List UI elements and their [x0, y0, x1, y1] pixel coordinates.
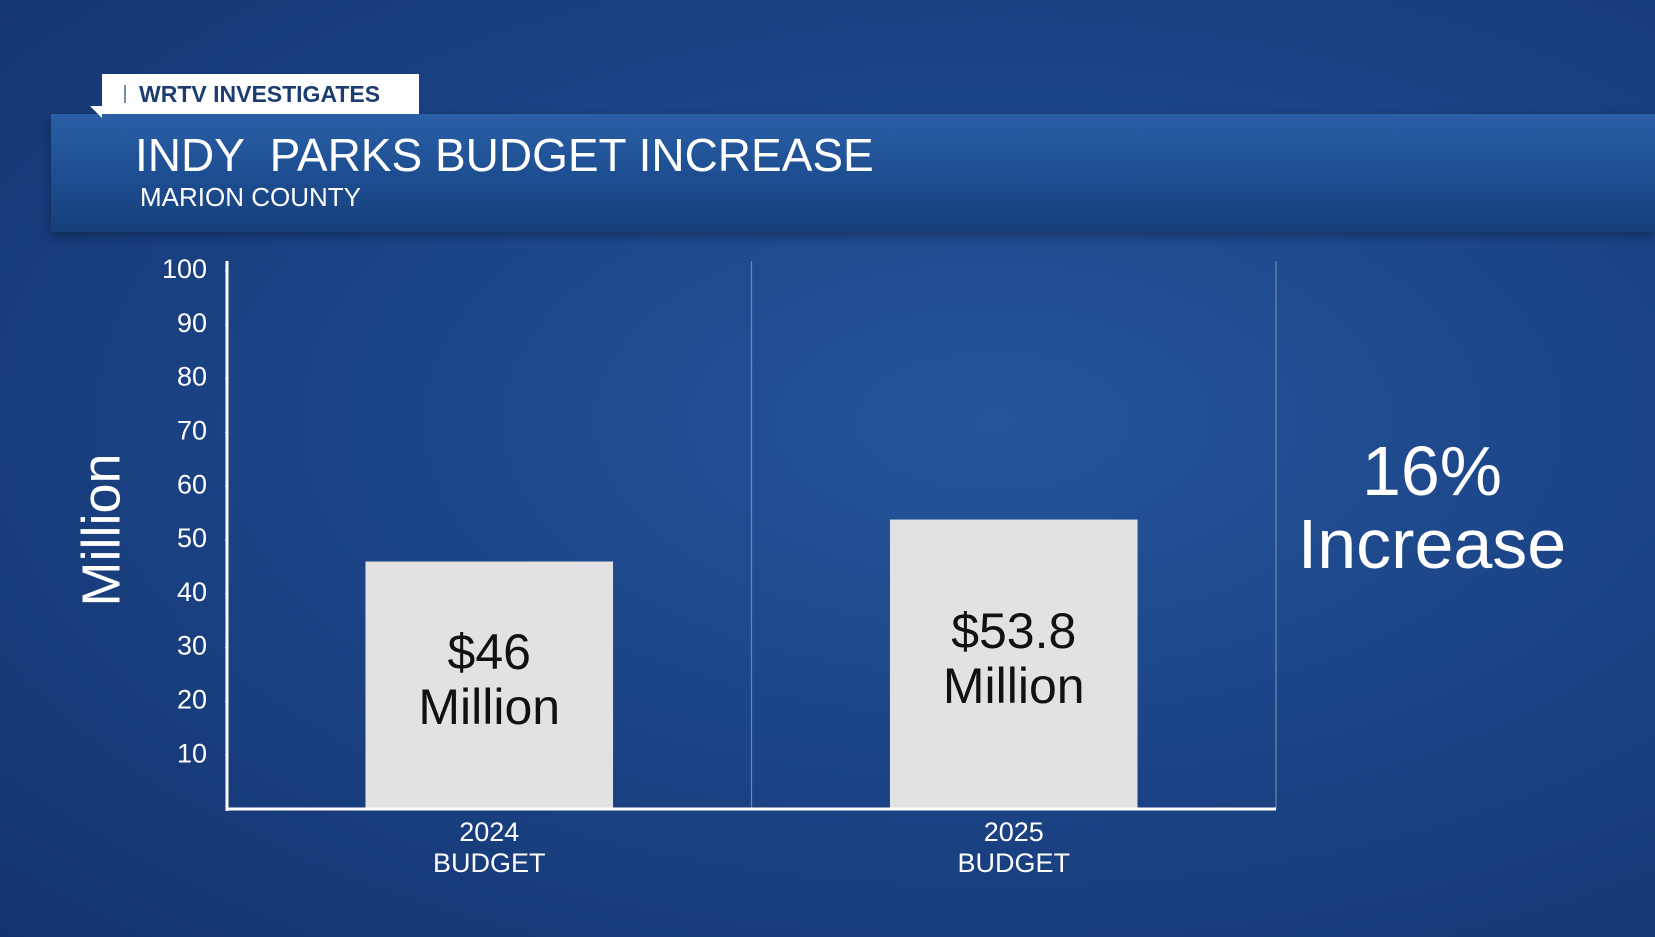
chart-title: INDY PARKS BUDGET INCREASE [135, 129, 874, 181]
bar [365, 561, 614, 809]
value-label: $46 Million [418, 624, 561, 736]
y-axis-label: Million [71, 453, 131, 606]
y-tick-label: 20 [177, 685, 207, 715]
title-banner [51, 114, 1655, 232]
y-tick-label: 40 [177, 577, 207, 607]
chart-subtitle: MARION COUNTY [140, 182, 361, 212]
annotation: 16% Increase [1297, 432, 1567, 583]
x-tick-label: 2024 BUDGET [432, 817, 546, 879]
y-tick-label: 60 [177, 469, 207, 499]
y-tick-label: 50 [177, 523, 207, 553]
value-label: $53.8 Million [942, 603, 1085, 715]
header-tag: WRTV INVESTIGATES [102, 74, 419, 114]
bar [889, 519, 1138, 809]
x-tick-label: 2025 BUDGET [957, 817, 1070, 879]
y-tick-label: 30 [177, 631, 207, 661]
y-tick-label: 10 [177, 738, 207, 768]
tag-tail [90, 106, 102, 118]
y-tick-label: 80 [177, 362, 207, 392]
y-tick-label: 100 [162, 254, 207, 284]
y-tick-label: 90 [177, 308, 207, 338]
y-tick-label: 70 [177, 416, 207, 446]
